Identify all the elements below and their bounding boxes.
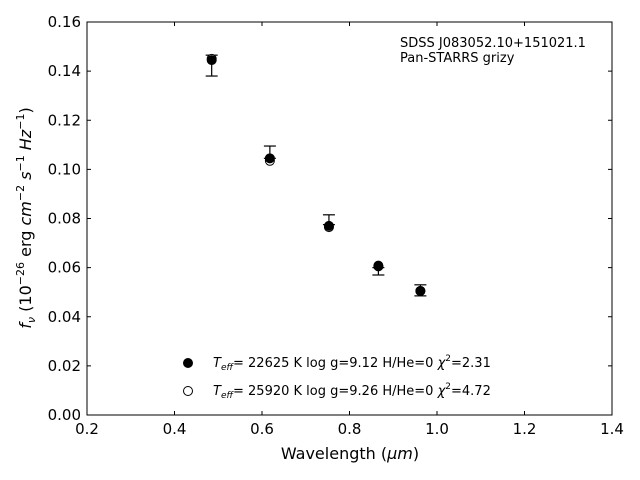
y-tick-label: 0.08 [48,210,81,228]
y-tick-label: 0.00 [48,406,81,424]
y-axis-label: fν (10−26 erg cm−2 s−1 Hz−1) [14,107,38,328]
y-tick-label: 0.14 [48,62,81,80]
x-tick-label: 1.4 [600,420,624,438]
model-point-filled [323,220,334,231]
legend-marker-open [183,386,193,396]
data-marks [205,53,427,297]
model-point-filled [206,55,217,66]
x-tick-label: 1.0 [425,420,449,438]
y-tick-label: 0.10 [48,160,81,178]
x-axis-label: Wavelength (μm) [281,444,419,463]
y-tick-label: 0.02 [48,357,81,375]
y-tick-label: 0.12 [48,111,81,129]
y-tick-label: 0.04 [48,308,81,326]
y-tick-label: 0.06 [48,259,81,277]
x-tick-label: 0.8 [338,420,362,438]
x-tick-label: 0.2 [75,420,99,438]
model-point-filled [264,153,275,164]
annotation-line1: SDSS J083052.10+151021.1 [400,36,586,51]
model-point-filled [373,260,384,271]
legend-entry-2: Teff= 25920 K log g=9.26 H/He=0 χ2=4.72 [213,382,491,401]
x-tick-label: 0.6 [250,420,274,438]
legend: Teff= 22625 K log g=9.12 H/He=0 χ2=2.31 … [183,354,491,401]
model-point-filled [415,285,426,296]
x-tick-label: 0.4 [163,420,187,438]
ticks: 0.2 0.4 0.6 0.8 1.0 1.2 1.4 0.00 0.02 0.04 0.06 0.0… [48,13,624,438]
legend-marker-filled [183,358,193,368]
annotation-line2: Pan-STARRS grizy [400,51,515,66]
y-tick-label: 0.16 [48,13,81,31]
x-tick-label: 1.2 [513,420,537,438]
legend-entry-1: Teff= 22625 K log g=9.12 H/He=0 χ2=2.31 [213,354,491,373]
